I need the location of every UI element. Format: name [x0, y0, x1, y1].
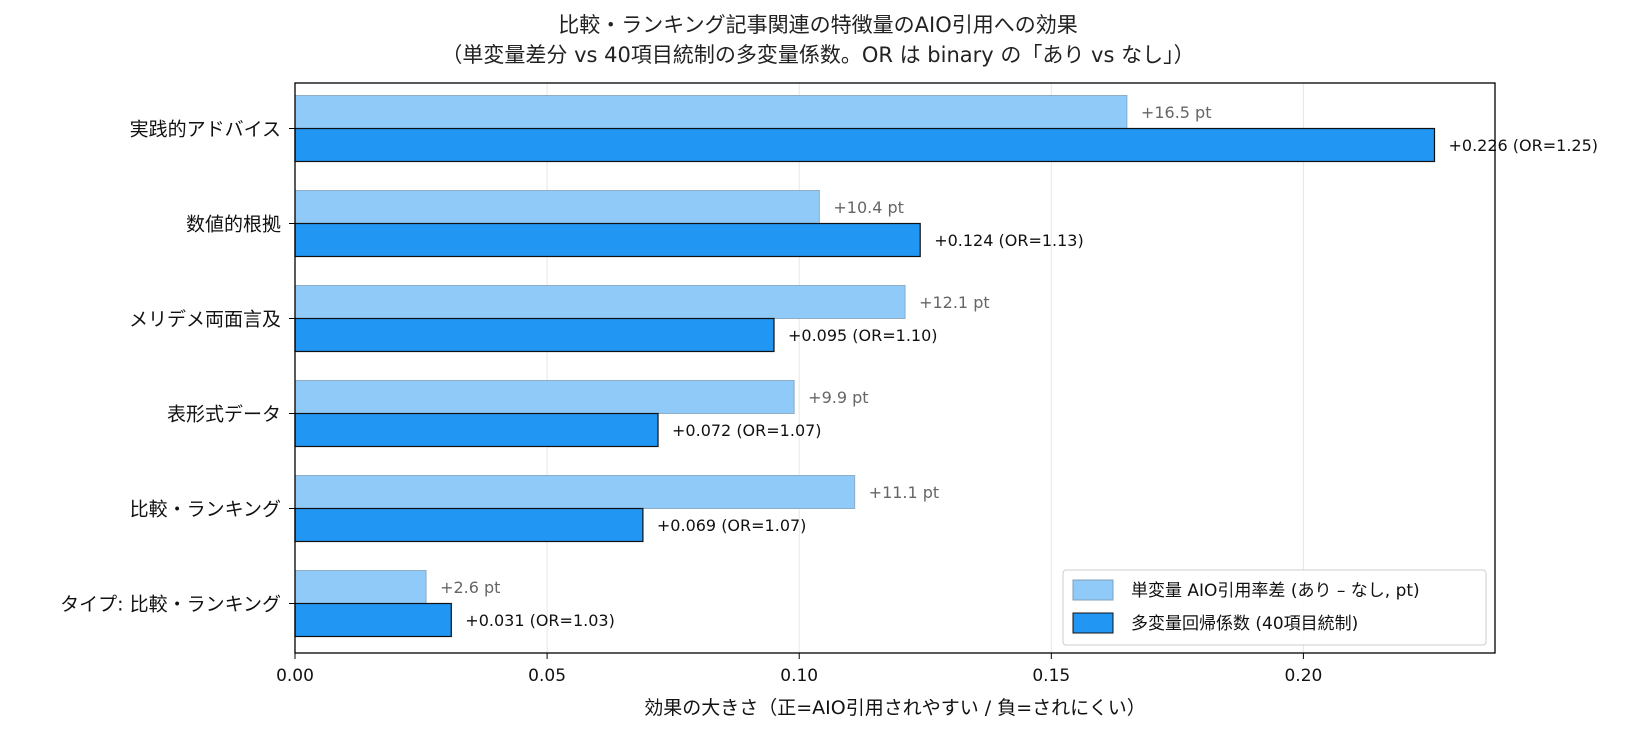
data-label-univariate: +16.5 pt: [1141, 103, 1212, 122]
y-tick-label: メリデメ両面言及: [129, 309, 281, 331]
y-axis: 実践的アドバイス数値的根拠メリデメ両面言及表形式データ比較・ランキングタイプ: …: [60, 119, 295, 616]
legend: 単変量 AIO引用率差 (あり – なし, pt) 多変量回帰係数 (40項目統制…: [1062, 569, 1487, 646]
data-label-univariate: +10.4 pt: [833, 198, 904, 217]
x-tick-label: 0.15: [1032, 666, 1070, 686]
x-tick-label: 0.00: [276, 666, 314, 686]
y-tick-label: タイプ: 比較・ランキング: [60, 594, 281, 616]
legend-label: 単変量 AIO引用率差 (あり – なし, pt): [1131, 581, 1420, 601]
x-tick-label: 0.10: [780, 666, 818, 686]
bar-univariate: [294, 95, 1128, 129]
bar-univariate: [294, 190, 820, 224]
chart-title: 比較・ランキング記事関連の特徴量のAIO引用への効果: [558, 13, 1077, 37]
bar-univariate: [294, 380, 795, 414]
bar-multivariate: [294, 507, 644, 543]
y-tick-label: 比較・ランキング: [130, 499, 281, 521]
data-labels: +16.5 pt +0.226 (OR=1.25) +10.4 pt +0.124 (…: [440, 103, 1598, 630]
bar-multivariate: [294, 412, 659, 448]
legend-box: [1062, 569, 1487, 646]
legend-label: 多変量回帰係数 (40項目統制): [1131, 614, 1358, 634]
data-label-multivariate: +0.124 (OR=1.13): [934, 231, 1084, 250]
bar-multivariate: [294, 317, 775, 353]
bar-multivariate: [294, 222, 921, 258]
y-tick-label: 表形式データ: [167, 404, 281, 426]
bar-univariate: [294, 285, 906, 319]
x-axis: 0.00 0.05 0.10 0.15 0.20: [276, 653, 1322, 686]
bar-multivariate: [294, 127, 1436, 163]
x-tick-label: 0.05: [528, 666, 566, 686]
data-label-multivariate: +0.072 (OR=1.07): [672, 421, 822, 440]
bar-univariate: [294, 475, 856, 509]
y-tick-label: 実践的アドバイス: [130, 119, 281, 141]
data-label-multivariate: +0.095 (OR=1.10): [788, 326, 938, 345]
data-label-multivariate: +0.069 (OR=1.07): [657, 516, 807, 535]
x-axis-label: 効果の大きさ（正=AIO引用されやすい / 負=されにくい）: [644, 697, 1146, 719]
data-label-univariate: +12.1 pt: [919, 293, 990, 312]
x-tick-label: 0.20: [1284, 666, 1322, 686]
chart-subtitle: （単変量差分 vs 40項目統制の多変量係数。OR は binary の「あり …: [441, 43, 1194, 67]
y-tick-label: 数値的根拠: [186, 214, 281, 236]
legend-swatch: [1072, 579, 1114, 601]
data-label-univariate: +11.1 pt: [869, 483, 940, 502]
data-label-univariate: +9.9 pt: [808, 388, 868, 407]
data-label-univariate: +2.6 pt: [440, 578, 500, 597]
bars: [294, 95, 1436, 638]
data-label-multivariate: +0.031 (OR=1.03): [465, 611, 615, 630]
bar-univariate: [294, 570, 427, 604]
legend-swatch: [1072, 612, 1114, 634]
grid-lines: [294, 83, 1304, 653]
data-label-multivariate: +0.226 (OR=1.25): [1448, 136, 1598, 155]
bar-multivariate: [294, 602, 452, 638]
plot-frame: [294, 82, 1496, 654]
